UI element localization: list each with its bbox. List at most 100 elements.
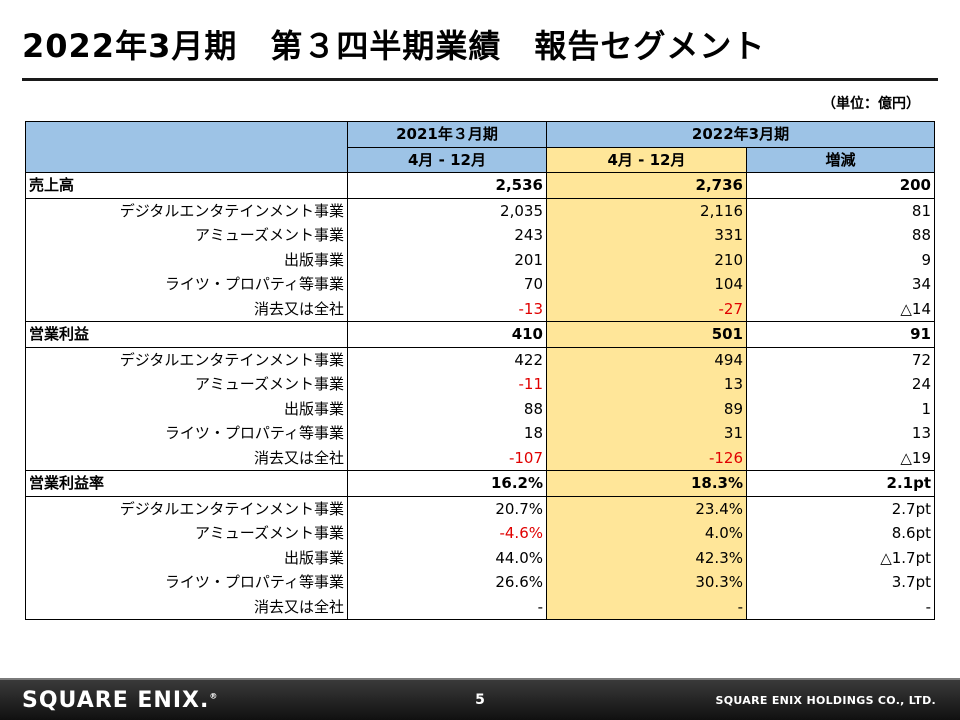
cell-curr-period: 501 [546,321,747,348]
table-row-total: 営業利益 410 501 91 [25,321,935,348]
table-row: アミューズメント事業 -4.6% 4.0% 8.6pt [25,521,935,546]
cell-prev-period: -11 [347,372,547,397]
cell-curr-period: 104 [546,272,747,297]
header-corner [25,121,348,173]
row-label: 消去又は全社 [25,445,348,471]
header-curr-period: 4月 - 12月 [546,146,747,173]
row-label: アミューズメント事業 [25,521,348,546]
cell-prev-period: 243 [347,223,547,248]
cell-curr-period: 89 [546,396,747,421]
cell-prev-period: 2,035 [347,198,547,223]
row-label: ライツ・プロパティ等事業 [25,272,348,297]
table-row-total: 営業利益率 16.2% 18.3% 2.1pt [25,470,935,497]
cell-curr-period: 18.3% [546,470,747,497]
cell-prev-period: 2,536 [347,172,547,199]
footer-divider [0,678,960,680]
table-row: 消去又は全社 -107 -126 △19 [25,445,935,471]
cell-change: △14 [746,296,935,322]
row-label: 出版事業 [25,396,348,421]
cell-prev-period: 16.2% [347,470,547,497]
cell-prev-period: -107 [347,445,547,471]
cell-change: △19 [746,445,935,471]
cell-prev-period: 44.0% [347,545,547,570]
cell-change: 200 [746,172,935,199]
cell-prev-period: 422 [347,347,547,372]
table-row: 消去又は全社 -13 -27 △14 [25,296,935,322]
cell-prev-period: 410 [347,321,547,348]
segment-results-table: 2021年３月期 2022年3月期 4月 - 12月 4月 - 12月 増減 売… [25,121,935,620]
row-label: 出版事業 [25,545,348,570]
cell-change: 9 [746,247,935,272]
row-label: ライツ・プロパティ等事業 [25,421,348,446]
row-label: 消去又は全社 [25,296,348,322]
cell-curr-period: 2,116 [546,198,747,223]
cell-curr-period: -126 [546,445,747,471]
company-name: SQUARE ENIX HOLDINGS CO., LTD. [715,694,936,707]
cell-curr-period: 13 [546,372,747,397]
square-enix-logo: SQUARE ENIX.® [22,688,218,713]
row-label: 売上高 [25,172,348,199]
table-row: 消去又は全社 - - - [25,594,935,620]
table-row: 出版事業 88 89 1 [25,396,935,421]
cell-change: 88 [746,223,935,248]
table-row: ライツ・プロパティ等事業 26.6% 30.3% 3.7pt [25,570,935,595]
cell-curr-period: 2,736 [546,172,747,199]
cell-change: 13 [746,421,935,446]
cell-change: 1 [746,396,935,421]
table-row: デジタルエンタテインメント事業 422 494 72 [25,347,935,372]
table-row: 出版事業 201 210 9 [25,247,935,272]
cell-prev-period: -13 [347,296,547,322]
cell-prev-period: 201 [347,247,547,272]
cell-change: 24 [746,372,935,397]
logo-registered-mark: ® [209,691,219,701]
title-underline [22,78,938,81]
cell-curr-period: 494 [546,347,747,372]
row-label: デジタルエンタテインメント事業 [25,198,348,223]
table-row: 出版事業 44.0% 42.3% △1.7pt [25,545,935,570]
table-row-total: 売上高 2,536 2,736 200 [25,172,935,199]
row-label: 消去又は全社 [25,594,348,620]
cell-prev-period: -4.6% [347,521,547,546]
row-label: デジタルエンタテインメント事業 [25,347,348,372]
row-label: 出版事業 [25,247,348,272]
table-body: 売上高 2,536 2,736 200 デジタルエンタテインメント事業 2,035 2,11… [25,172,935,620]
table-row: アミューズメント事業 243 331 88 [25,223,935,248]
cell-prev-period: 26.6% [347,570,547,595]
cell-curr-period: 23.4% [546,496,747,521]
header-prev-period: 4月 - 12月 [347,146,547,173]
cell-curr-period: 31 [546,421,747,446]
cell-prev-period: 20.7% [347,496,547,521]
logo-text: SQUARE ENIX. [22,688,210,713]
row-label: 営業利益 [25,321,348,348]
table-row: デジタルエンタテインメント事業 2,035 2,116 81 [25,198,935,223]
header-curr-fy: 2022年3月期 [546,121,935,148]
header-row-fiscal-year: 2021年３月期 2022年3月期 [25,121,935,173]
cell-curr-period: - [546,594,747,620]
row-label: アミューズメント事業 [25,372,348,397]
cell-change: 8.6pt [746,521,935,546]
table-row: アミューズメント事業 -11 13 24 [25,372,935,397]
header-row-period: 4月 - 12月 4月 - 12月 増減 [26,146,935,173]
cell-change: △1.7pt [746,545,935,570]
cell-prev-period: 18 [347,421,547,446]
row-label: ライツ・プロパティ等事業 [25,570,348,595]
page-number: 5 [475,692,485,708]
cell-change: 81 [746,198,935,223]
table-row: ライツ・プロパティ等事業 18 31 13 [25,421,935,446]
cell-curr-period: 4.0% [546,521,747,546]
row-label: デジタルエンタテインメント事業 [25,496,348,521]
table-row: ライツ・プロパティ等事業 70 104 34 [25,272,935,297]
cell-change: 34 [746,272,935,297]
cell-change: 72 [746,347,935,372]
cell-prev-period: - [347,594,547,620]
cell-curr-period: 331 [546,223,747,248]
footer-bar: SQUARE ENIX.® 5 SQUARE ENIX HOLDINGS CO.… [0,680,960,720]
table-row: デジタルエンタテインメント事業 20.7% 23.4% 2.7pt [25,496,935,521]
cell-curr-period: -27 [546,296,747,322]
cell-prev-period: 88 [347,396,547,421]
row-label: 営業利益率 [25,470,348,497]
cell-change: 2.7pt [746,496,935,521]
cell-curr-period: 30.3% [546,570,747,595]
page-title: 2022年3月期 第３四半期業績 報告セグメント [22,27,766,65]
cell-curr-period: 210 [546,247,747,272]
